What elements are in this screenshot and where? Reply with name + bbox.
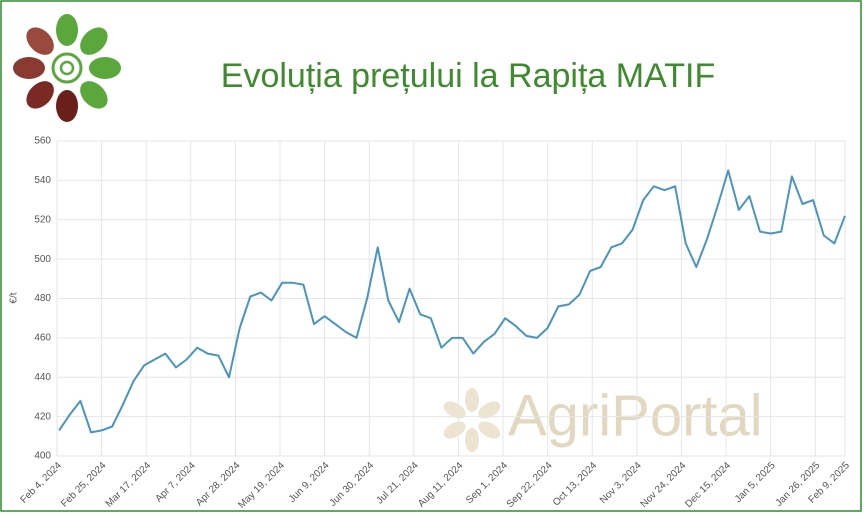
watermark-logo — [443, 388, 501, 452]
y-tick-label: 500 — [34, 254, 51, 265]
y-tick-label: 420 — [34, 411, 51, 422]
y-tick-label: 400 — [34, 451, 51, 462]
y-tick-label: 480 — [34, 293, 51, 304]
logo — [13, 14, 121, 122]
watermark: AgriPortal — [508, 383, 763, 448]
series-line — [58, 169, 846, 434]
y-axis-label: €/t — [9, 292, 20, 303]
y-tick-label: 540 — [34, 175, 51, 186]
y-tick-label: 460 — [34, 333, 51, 344]
y-tick-label: 520 — [34, 214, 51, 225]
y-tick-label: 560 — [34, 136, 51, 147]
y-tick-label: 440 — [34, 372, 51, 383]
chart-title: Evoluția prețului la Rapița MATIF — [221, 57, 715, 95]
